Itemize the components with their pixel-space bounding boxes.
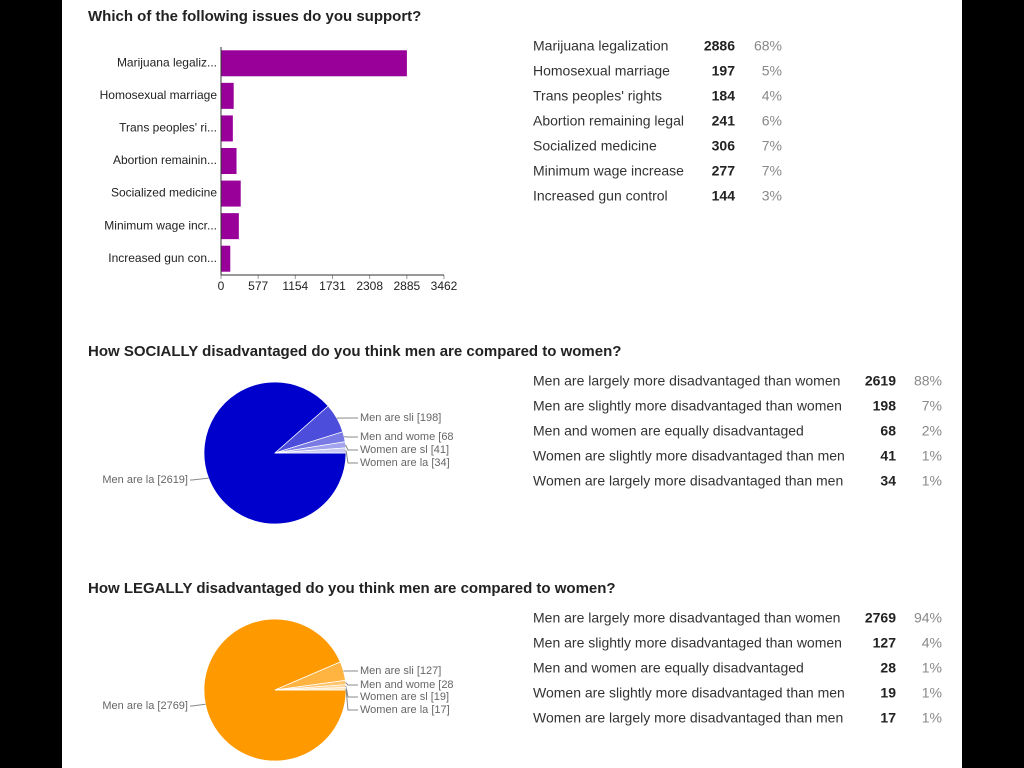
leader-line bbox=[190, 477, 209, 481]
y-tick-label: Homosexual marriage bbox=[100, 88, 218, 102]
slice-label: Women are la [34] bbox=[360, 457, 450, 469]
row-label: Marijuana legalization bbox=[533, 38, 668, 54]
row-count: 34 bbox=[880, 473, 896, 489]
row-count: 184 bbox=[712, 88, 736, 104]
bar bbox=[221, 82, 234, 109]
x-tick-label: 3462 bbox=[431, 279, 458, 293]
row-label: Men and women are equally disadvantaged bbox=[533, 660, 804, 676]
row-label: Women are slightly more disadvantaged th… bbox=[533, 685, 845, 701]
row-percent: 7% bbox=[762, 163, 782, 179]
leader-line bbox=[345, 682, 358, 686]
slice-label: Women are la [17] bbox=[360, 704, 450, 716]
row-count: 198 bbox=[873, 398, 897, 414]
row-count: 241 bbox=[712, 113, 736, 129]
row-label: Women are largely more disadvantaged tha… bbox=[533, 710, 843, 726]
bar bbox=[221, 180, 241, 207]
row-percent: 1% bbox=[922, 448, 942, 464]
slice-label: Men are la [2769] bbox=[102, 700, 188, 712]
y-tick-label: Increased gun con... bbox=[108, 251, 217, 265]
row-percent: 4% bbox=[922, 635, 942, 651]
leader-line bbox=[345, 444, 358, 451]
y-tick-label: Marijuana legaliz... bbox=[117, 55, 217, 69]
row-percent: 7% bbox=[922, 398, 942, 414]
slice-label: Women are sl [41] bbox=[360, 444, 449, 456]
leader-line bbox=[345, 685, 358, 698]
content-bg bbox=[62, 0, 962, 768]
row-percent: 1% bbox=[922, 685, 942, 701]
row-count: 28 bbox=[880, 660, 896, 676]
row-label: Men are largely more disadvantaged than … bbox=[533, 610, 840, 626]
row-count: 2769 bbox=[865, 610, 896, 626]
row-label: Abortion remaining legal bbox=[533, 113, 684, 129]
bar bbox=[221, 115, 233, 142]
bar bbox=[221, 213, 239, 240]
row-percent: 3% bbox=[762, 188, 782, 204]
row-percent: 2% bbox=[922, 423, 942, 439]
row-percent: 94% bbox=[914, 610, 942, 626]
slice-label: Men are la [2619] bbox=[102, 474, 188, 486]
y-tick-label: Abortion remainin... bbox=[113, 153, 217, 167]
row-label: Minimum wage increase bbox=[533, 163, 684, 179]
row-percent: 4% bbox=[762, 88, 782, 104]
row-label: Homosexual marriage bbox=[533, 63, 670, 79]
bar bbox=[221, 245, 231, 272]
row-count: 127 bbox=[873, 635, 897, 651]
row-count: 68 bbox=[880, 423, 896, 439]
row-count: 19 bbox=[880, 685, 896, 701]
bar bbox=[221, 50, 407, 77]
slice-label: Men are sli [127] bbox=[360, 665, 441, 677]
slice-label: Men and wome [28 bbox=[360, 679, 454, 691]
row-count: 197 bbox=[712, 63, 736, 79]
x-tick-label: 2885 bbox=[393, 279, 420, 293]
y-tick-label: Socialized medicine bbox=[111, 186, 217, 200]
leader-line bbox=[345, 688, 358, 711]
row-percent: 1% bbox=[922, 710, 942, 726]
row-label: Women are slightly more disadvantaged th… bbox=[533, 448, 845, 464]
row-percent: 6% bbox=[762, 113, 782, 129]
row-label: Men are slightly more disadvantaged than… bbox=[533, 635, 842, 651]
row-percent: 68% bbox=[754, 38, 782, 54]
x-tick-label: 1731 bbox=[319, 279, 346, 293]
x-tick-label: 1154 bbox=[282, 279, 308, 293]
row-label: Men and women are equally disadvantaged bbox=[533, 423, 804, 439]
row-count: 2886 bbox=[704, 38, 735, 54]
leader-line bbox=[190, 703, 206, 707]
x-tick-label: 577 bbox=[248, 279, 268, 293]
x-tick-label: 0 bbox=[218, 279, 225, 293]
row-label: Socialized medicine bbox=[533, 138, 657, 154]
row-count: 144 bbox=[712, 188, 736, 204]
bar bbox=[221, 148, 237, 174]
row-label: Trans peoples' rights bbox=[533, 88, 662, 104]
row-count: 277 bbox=[712, 163, 736, 179]
row-percent: 1% bbox=[922, 660, 942, 676]
row-label: Women are largely more disadvantaged tha… bbox=[533, 473, 843, 489]
row-percent: 88% bbox=[914, 373, 942, 389]
chart-title: How LEGALLY disadvantaged do you think m… bbox=[88, 580, 616, 597]
chart-title: How SOCIALLY disadvantaged do you think … bbox=[88, 343, 621, 360]
slice-label: Men and wome [68 bbox=[360, 431, 454, 443]
row-percent: 5% bbox=[762, 63, 782, 79]
row-label: Men are slightly more disadvantaged than… bbox=[533, 398, 842, 414]
y-tick-label: Trans peoples' ri... bbox=[119, 121, 217, 135]
chart-title: Which of the following issues do you sup… bbox=[88, 8, 421, 25]
row-label: Increased gun control bbox=[533, 188, 668, 204]
row-count: 306 bbox=[712, 138, 736, 154]
slice-label: Women are sl [19] bbox=[360, 691, 449, 703]
row-percent: 7% bbox=[762, 138, 782, 154]
row-count: 2619 bbox=[865, 373, 896, 389]
row-percent: 1% bbox=[922, 473, 942, 489]
slice-label: Men are sli [198] bbox=[360, 412, 441, 424]
row-count: 41 bbox=[880, 448, 896, 464]
x-tick-label: 2308 bbox=[356, 279, 383, 293]
row-count: 17 bbox=[880, 710, 896, 726]
row-label: Men are largely more disadvantaged than … bbox=[533, 373, 840, 389]
y-tick-label: Minimum wage incr... bbox=[104, 218, 217, 232]
leader-line bbox=[345, 450, 358, 464]
